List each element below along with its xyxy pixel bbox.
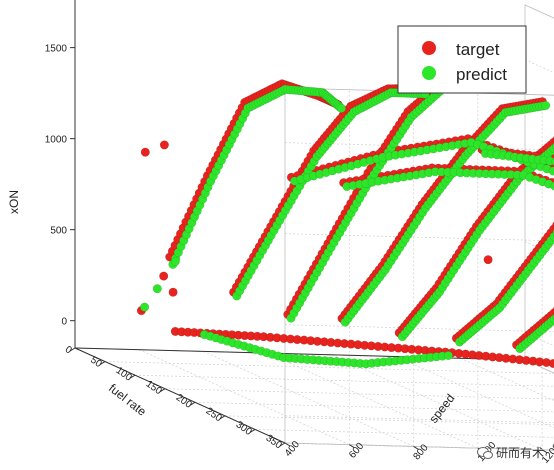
legend[interactable]: target predict (398, 26, 526, 93)
watermark: 研而有术 (477, 444, 544, 461)
x-tick-label: 150 (144, 379, 164, 398)
x-tick-label: 350 (264, 433, 284, 452)
data-points (137, 73, 554, 380)
x-tick-label: 250 (204, 406, 224, 425)
x-tick-label: 300 (234, 419, 254, 438)
legend-marker-predict (422, 66, 436, 80)
point-predict (153, 284, 162, 293)
x-tick-label: 0 (63, 344, 74, 356)
y-tick-label: 600 (347, 440, 366, 460)
grid-back-z (285, 416, 554, 428)
point-predict (444, 351, 453, 360)
grid-floor-y (525, 360, 554, 455)
point-predict (337, 104, 346, 113)
grid-floor-y (396, 357, 554, 452)
grid-floor-x (255, 429, 554, 441)
point-target (159, 272, 168, 281)
grid-floor-x (195, 402, 554, 414)
point-target (484, 255, 493, 264)
wechat-icon (477, 446, 493, 459)
grid-floor-y (461, 358, 554, 453)
point-target (160, 141, 169, 150)
legend-marker-target (422, 41, 436, 55)
z-tick-label: 1000 (45, 135, 68, 146)
watermark-logo-text: 研而有术 (496, 444, 544, 461)
x-tick-label: 200 (174, 392, 194, 411)
legend-label-target: target (456, 40, 500, 59)
grid-floor-x (225, 416, 554, 428)
grid-side-z (525, 333, 554, 428)
grid-back-z (285, 325, 554, 337)
x-axis-title: fuel rate (106, 381, 149, 419)
point-target (169, 288, 178, 297)
z-tick-label: 0 (61, 317, 67, 328)
point-predict (140, 303, 149, 312)
z-tick-label: 1500 (45, 44, 68, 55)
x-tick-label: 50 (88, 355, 104, 371)
point-predict (171, 257, 180, 266)
z-tick-label: 500 (50, 226, 67, 237)
y-tick-label: 400 (283, 439, 302, 459)
point-predict (541, 101, 550, 110)
z-axis-title: xON (7, 190, 21, 214)
y-tick-label: 800 (411, 442, 430, 462)
point-target (141, 148, 150, 157)
legend-label-predict: predict (456, 65, 507, 84)
grid-floor-x (135, 375, 554, 387)
x-tick-label: 100 (114, 365, 134, 384)
